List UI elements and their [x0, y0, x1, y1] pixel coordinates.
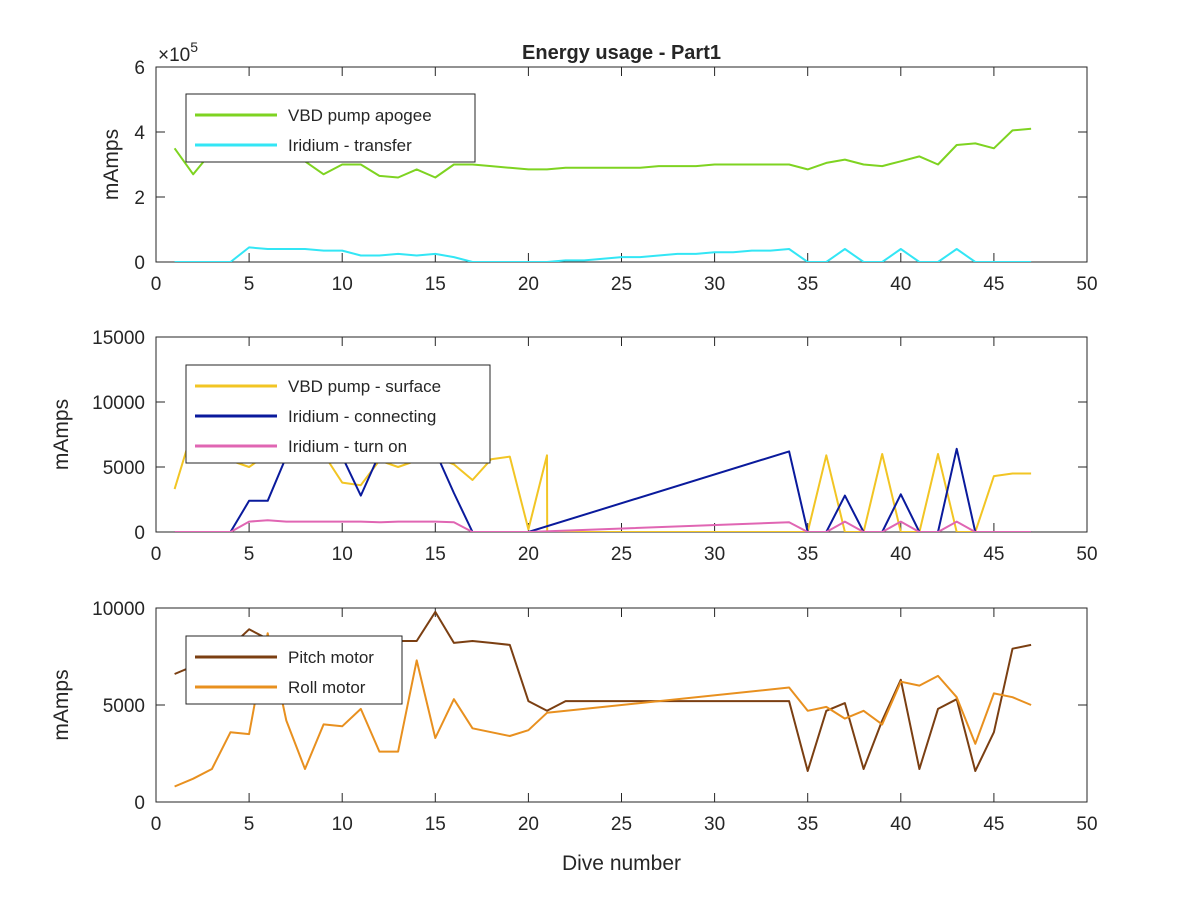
x-tick-label: 20 — [518, 814, 539, 835]
y-tick-label: 10000 — [92, 393, 145, 414]
x-tick-label: 30 — [704, 544, 725, 565]
y-axis-label: mAmps — [50, 399, 73, 470]
series-line-iridium-connecting — [174, 447, 1032, 532]
x-tick-label: 0 — [151, 274, 162, 295]
legend-box — [185, 635, 403, 705]
legend-label: Iridium - transfer — [288, 136, 412, 155]
x-tick-label: 45 — [983, 814, 1004, 835]
x-tick-label: 15 — [425, 814, 446, 835]
x-tick-label: 50 — [1076, 274, 1097, 295]
x-tick-label: 20 — [518, 274, 539, 295]
legend-label: Roll motor — [288, 678, 366, 697]
chart-title: Energy usage - Part1 — [522, 42, 721, 64]
legend-label: VBD pump apogee — [288, 106, 432, 125]
legend: Pitch motor Roll motor — [185, 635, 403, 705]
x-tick-label: 25 — [611, 814, 632, 835]
x-tick-label: 50 — [1076, 544, 1097, 565]
exponent-power: 5 — [190, 39, 198, 55]
series-line-iridium-transfer — [174, 246, 1032, 262]
x-tick-label: 40 — [890, 544, 911, 565]
x-tick-label: 5 — [244, 814, 255, 835]
y-tick-label: 2 — [134, 188, 145, 209]
y-tick-label: 10000 — [92, 599, 145, 620]
series-line-vbd-pump-apogee — [173, 127, 1032, 179]
x-tick-label: 20 — [518, 544, 539, 565]
y-tick-label: 5000 — [103, 696, 145, 717]
x-axis-label: Dive number — [562, 852, 681, 875]
x-tick-label: 5 — [244, 544, 255, 565]
series-line-iridium-turn-on — [174, 519, 1032, 532]
y-tick-label: 5000 — [103, 458, 145, 479]
x-tick-label: 5 — [244, 274, 255, 295]
x-tick-label: 15 — [425, 274, 446, 295]
x-tick-label: 45 — [983, 544, 1004, 565]
legend-box — [185, 93, 476, 163]
y-exponent-label: ×105 — [158, 39, 198, 66]
legend-label: Iridium - turn on — [288, 437, 407, 456]
x-tick-label: 40 — [890, 814, 911, 835]
x-tick-label: 0 — [151, 814, 162, 835]
y-axis-label: mAmps — [100, 129, 123, 200]
x-tick-label: 35 — [797, 544, 818, 565]
x-tick-label: 30 — [704, 814, 725, 835]
y-tick-label: 6 — [134, 58, 145, 79]
x-tick-label: 0 — [151, 544, 162, 565]
y-axis-label: mAmps — [50, 669, 73, 740]
y-tick-label: 0 — [134, 253, 145, 274]
legend-label: VBD pump - surface — [288, 377, 441, 396]
y-tick-label: 0 — [134, 793, 145, 814]
x-tick-label: 35 — [797, 274, 818, 295]
x-tick-label: 25 — [611, 544, 632, 565]
y-tick-label: 0 — [134, 523, 145, 544]
x-tick-label: 15 — [425, 544, 446, 565]
x-tick-label: 45 — [983, 274, 1004, 295]
x-tick-label: 35 — [797, 814, 818, 835]
legend-label: Pitch motor — [288, 648, 374, 667]
exponent-base: ×10 — [158, 45, 190, 66]
x-tick-label: 10 — [332, 544, 353, 565]
x-tick-label: 30 — [704, 274, 725, 295]
legend-label: Iridium - connecting — [288, 407, 436, 426]
legend: VBD pump apogee Iridium - transfer — [185, 93, 476, 163]
y-tick-label: 4 — [134, 123, 145, 144]
x-tick-label: 50 — [1076, 814, 1097, 835]
x-tick-label: 25 — [611, 274, 632, 295]
x-tick-label: 40 — [890, 274, 911, 295]
subplot-2: 0 5 10 15 20 25 30 35 40 45 50 0 5000 10000 15000 mAmps… — [50, 328, 1098, 565]
subplot-3: 0 5 10 15 20 25 30 35 40 45 50 0 5000 10000 mAmps Dive … — [50, 599, 1098, 875]
y-tick-label: 15000 — [92, 328, 145, 349]
x-tick-label: 10 — [332, 274, 353, 295]
x-tick-label: 10 — [332, 814, 353, 835]
legend: VBD pump - surface Iridium - connecting Ir… — [185, 364, 491, 464]
